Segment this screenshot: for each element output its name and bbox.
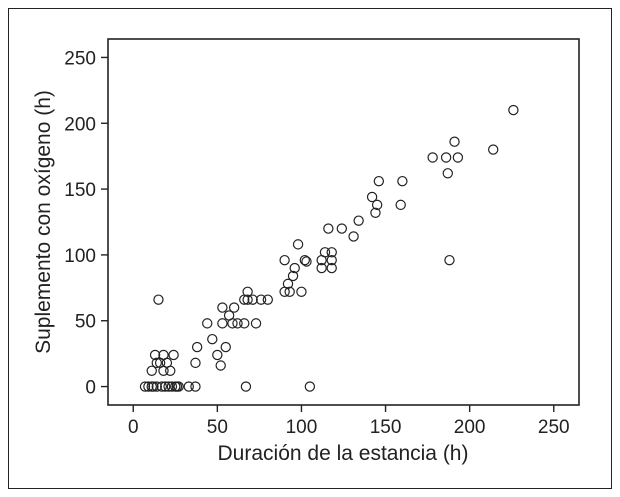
data-point xyxy=(153,294,164,305)
data-point xyxy=(488,144,499,155)
data-point xyxy=(168,349,179,361)
y-axis-label: Suplemento con oxígeno (h) xyxy=(32,90,55,354)
data-point xyxy=(397,175,408,187)
data-point xyxy=(191,341,203,353)
data-point xyxy=(151,357,162,369)
data-point xyxy=(326,262,337,274)
data-point xyxy=(395,199,406,211)
data-point xyxy=(215,360,226,371)
data-point xyxy=(202,318,213,329)
data-point xyxy=(279,254,290,266)
x-tick-label: 150 xyxy=(370,417,402,438)
data-point xyxy=(156,381,168,392)
data-point xyxy=(326,254,337,266)
data-point xyxy=(287,270,299,282)
data-point xyxy=(242,286,253,297)
data-point xyxy=(207,333,218,345)
data-point xyxy=(220,341,231,353)
data-point xyxy=(299,254,311,266)
data-point xyxy=(247,294,258,305)
data-point xyxy=(319,247,331,258)
data-point xyxy=(304,381,316,392)
data-point xyxy=(323,223,334,234)
y-tick-label: 200 xyxy=(64,114,96,135)
data-point xyxy=(508,104,519,116)
x-tick-label: 50 xyxy=(207,417,228,438)
data-point xyxy=(282,278,294,290)
data-point xyxy=(163,381,174,392)
data-point xyxy=(173,381,184,392)
data-point xyxy=(316,262,327,274)
x-tick-label: 250 xyxy=(538,417,570,438)
data-point xyxy=(228,302,240,313)
data-point xyxy=(292,239,304,250)
y-axis-ticks: 0 50 100 150 200 250 xyxy=(64,48,108,399)
data-point xyxy=(366,191,378,203)
y-tick-label: 250 xyxy=(64,48,96,69)
y-tick-label: 150 xyxy=(64,180,96,201)
data-point xyxy=(159,381,171,392)
data-point xyxy=(284,286,295,297)
x-tick-label: 200 xyxy=(454,417,486,438)
data-point xyxy=(232,318,243,329)
data-point xyxy=(301,256,312,267)
data-point xyxy=(183,381,194,392)
data-point xyxy=(227,318,238,329)
data-point xyxy=(444,254,455,266)
data-point xyxy=(149,349,161,361)
y-tick-label: 50 xyxy=(75,312,96,333)
data-point xyxy=(143,381,154,392)
data-point xyxy=(165,365,176,376)
data-point xyxy=(348,231,359,242)
data-points xyxy=(139,104,519,392)
data-point xyxy=(242,294,253,305)
y-tick-label: 100 xyxy=(64,246,96,267)
data-point xyxy=(148,381,159,392)
data-point xyxy=(239,318,250,329)
data-point xyxy=(190,357,201,369)
data-point xyxy=(296,286,307,297)
data-point xyxy=(217,318,228,329)
data-point xyxy=(289,262,300,274)
data-point xyxy=(427,152,438,163)
data-point xyxy=(373,175,385,187)
data-point xyxy=(212,349,223,361)
data-point xyxy=(452,152,464,163)
data-point xyxy=(353,215,364,226)
data-point xyxy=(217,302,228,313)
data-point xyxy=(255,294,267,305)
plot-frame xyxy=(107,38,580,406)
data-point xyxy=(370,207,381,218)
x-axis-label: Duración de la estancia (h) xyxy=(218,442,469,465)
data-point xyxy=(166,381,178,392)
y-tick-label: 0 xyxy=(85,378,96,399)
data-point xyxy=(190,381,201,392)
data-point xyxy=(262,294,274,305)
data-point xyxy=(371,199,383,211)
data-point xyxy=(146,365,157,376)
data-point xyxy=(442,168,453,179)
x-tick-label: 0 xyxy=(128,417,139,438)
data-point xyxy=(139,381,151,392)
data-point xyxy=(326,247,337,258)
x-axis-ticks: 0 50 100 150 200 250 xyxy=(128,405,570,438)
data-point xyxy=(440,152,452,163)
outer-border xyxy=(8,8,612,489)
data-point xyxy=(250,318,262,329)
x-tick-label: 100 xyxy=(286,417,318,438)
data-point xyxy=(240,381,252,392)
data-point xyxy=(449,136,460,147)
data-point xyxy=(151,381,162,392)
data-point xyxy=(336,223,348,234)
